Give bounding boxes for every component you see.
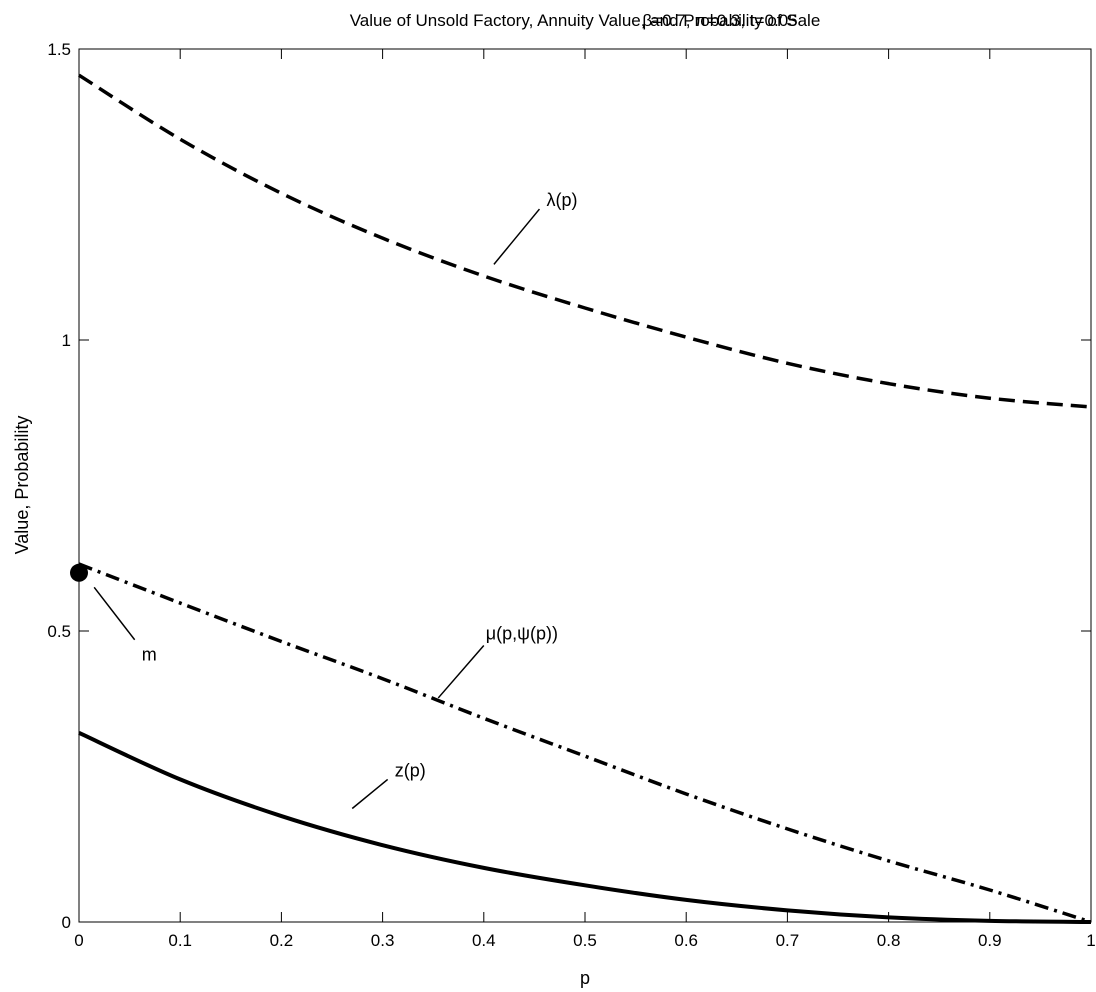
annotation-leader	[437, 645, 485, 699]
annotation-label: μ(p,ψ(p))	[486, 624, 558, 644]
x-tick-label: 0.7	[776, 931, 800, 950]
x-tick-label: 0	[74, 931, 83, 950]
annotation-label: z(p)	[395, 761, 426, 781]
y-tick-label: 0.5	[47, 622, 71, 641]
y-tick-label: 1	[62, 331, 71, 350]
marker-point	[70, 563, 88, 582]
series-layer	[70, 73, 1092, 924]
plot-frame	[78, 48, 1092, 923]
chart-title: Value of Unsold Factory, Annuity Value, …	[350, 11, 821, 30]
x-tick-label: 0.5	[573, 931, 597, 950]
x-tick-label: 0.8	[877, 931, 901, 950]
series-line-2	[78, 731, 1092, 924]
y-axis-label: Value, Probability	[12, 416, 32, 555]
x-tick-label: 0.4	[472, 931, 496, 950]
annotation-leader	[351, 778, 389, 810]
ticks-layer: 0 0.1 0.2 0.3 0.4 0.5 0.6 0.7 0.8 0.9 1 0 0.5 1 1.5	[47, 40, 1095, 950]
x-tick-label: 0.9	[978, 931, 1002, 950]
chart-subtitle: β=0.7, π=0.3, t=0.05	[642, 11, 797, 30]
x-tick-label: 0.1	[168, 931, 192, 950]
annotation-label: m	[142, 645, 157, 665]
x-axis-label: p	[580, 968, 590, 988]
x-tick-label: 0.6	[674, 931, 698, 950]
x-tick-label: 0.2	[270, 931, 294, 950]
annotation-label: λ(p)	[547, 190, 578, 210]
annotation-leader	[493, 208, 541, 265]
series-line-0	[78, 73, 1092, 409]
x-tick-label: 1	[1086, 931, 1095, 950]
series-line-1	[78, 562, 1092, 924]
annotations-layer: λ(p) μ(p,ψ(p)) z(p) m	[93, 190, 578, 810]
y-tick-label: 1.5	[47, 40, 71, 59]
y-tick-label: 0	[62, 913, 71, 932]
annotation-leader	[93, 586, 136, 641]
x-tick-label: 0.3	[371, 931, 395, 950]
